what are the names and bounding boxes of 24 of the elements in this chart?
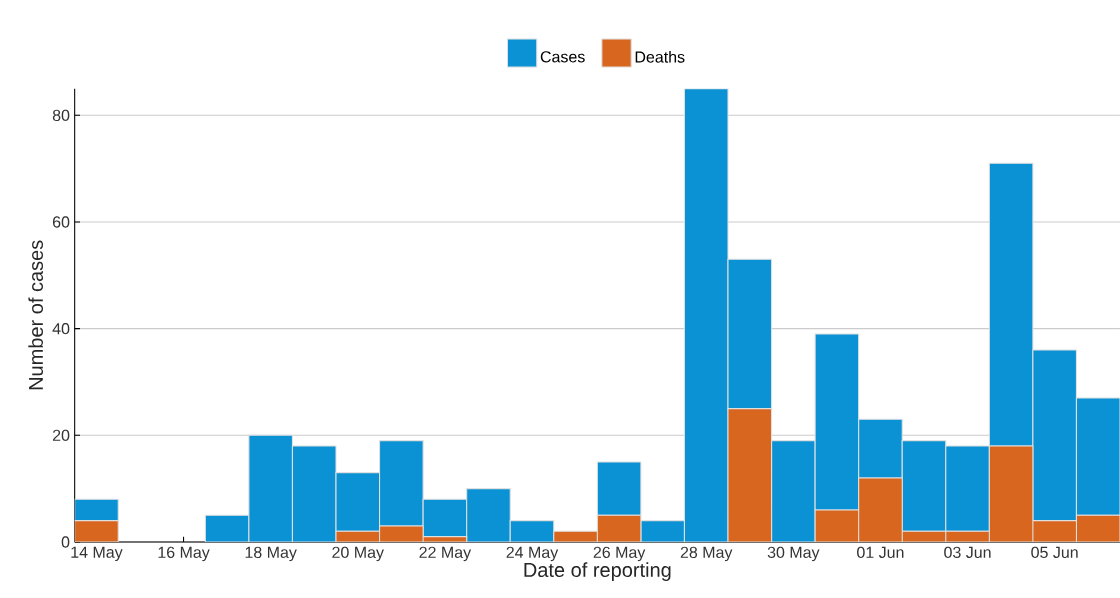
legend-label: Deaths (635, 50, 685, 63)
x-tick-label: 14 May (71, 546, 123, 562)
x-axis-title: Date of reporting (524, 562, 671, 581)
x-tick-label: 22 May (419, 546, 472, 562)
y-axis-title: Number of cases (28, 240, 44, 390)
x-tick-label: 03 Jun (944, 546, 991, 559)
legend-label: Cases (540, 51, 585, 63)
y-tick-label: 60 (52, 216, 70, 228)
y-tick-label: 80 (52, 109, 70, 121)
x-tick-label: 16 May (158, 546, 210, 562)
x-tick-label: 30 May (767, 546, 820, 562)
bar (727, 408, 773, 542)
x-tick-label: 26 May (593, 546, 646, 562)
y-tick-label: 0 (61, 536, 70, 548)
x-tick-label: 20 May (332, 546, 384, 562)
bar (596, 461, 642, 516)
x-tick-label: 24 May (506, 546, 559, 562)
x-tick-label: 18 May (245, 546, 297, 562)
bar (74, 520, 119, 542)
y-tick-label: 40 (52, 323, 70, 335)
x-tick-label: 28 May (680, 546, 733, 562)
x-tick-label: 05 Jun (1031, 546, 1078, 559)
x-tick-label: 01 Jun (857, 546, 904, 559)
y-tick-label: 20 (52, 429, 70, 441)
